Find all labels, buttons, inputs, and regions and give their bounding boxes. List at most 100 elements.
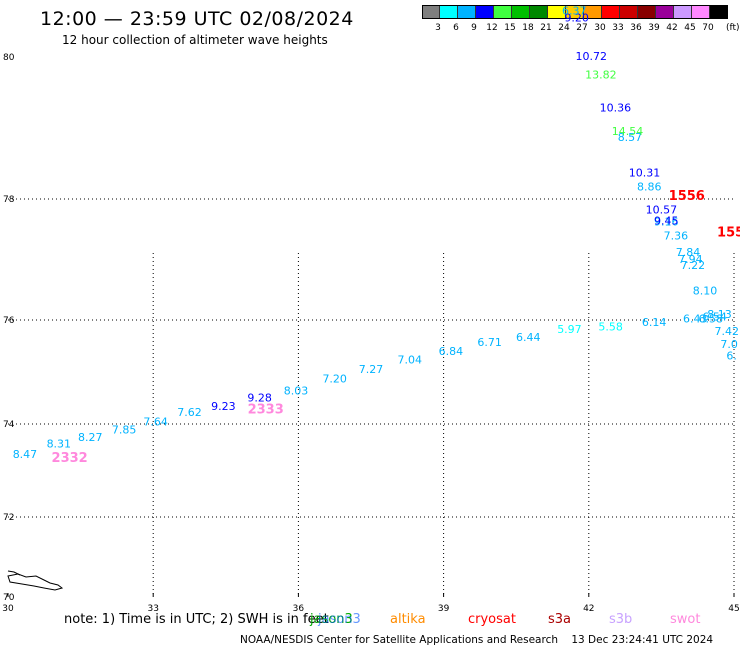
x-tick-label: 36	[293, 604, 305, 614]
y-tick-label: 72	[3, 513, 14, 523]
legend-jason3-green: jason3	[310, 612, 353, 627]
wave-height-value: 14.54	[612, 125, 644, 138]
wave-height-value: 7.36	[664, 230, 689, 243]
x-tick-label: 39	[438, 604, 450, 614]
color-scale-swatch	[476, 5, 494, 19]
wave-height-value: 6.84	[439, 345, 464, 358]
wave-height-value: 6.54	[702, 311, 727, 324]
wave-height-value: 10.36	[600, 102, 632, 115]
pass-time-label: 2333	[248, 403, 284, 418]
wave-height-value: 8.31	[47, 437, 72, 450]
color-scale-label: 30	[594, 23, 606, 33]
x-tick-label: 30	[2, 604, 14, 614]
map-axes: 30 33 36 39 42 45 70 72 74 76 78 80	[2, 53, 739, 614]
legend-cryosat: cryosat	[468, 612, 516, 627]
wave-height-value: 6.58	[699, 313, 724, 326]
wave-height-value: 7.0	[720, 338, 738, 351]
wave-height-value: 7.94	[678, 253, 703, 266]
coastline-fragment	[7, 573, 64, 591]
legend-altika: altika	[390, 612, 426, 627]
wave-height-value: 10.57	[646, 204, 678, 217]
wave-height-value: 9.20	[564, 12, 589, 25]
wave-height-value: 7.27	[359, 363, 384, 376]
figure-title: 12:00 — 23:59 UTC 02/08/2024	[40, 8, 354, 30]
color-scale-label: 18	[522, 23, 534, 33]
wave-height-value: 8.47	[13, 448, 38, 461]
wave-height-value: 8.86	[637, 180, 662, 193]
wave-height-value: 8.27	[78, 431, 103, 444]
wave-height-value: 8.57	[618, 131, 643, 144]
pass-time-label: 2332	[52, 451, 88, 466]
y-tick-label: 80	[3, 53, 15, 63]
note-text: note: 1) Time is in UTC; 2) SWH is in fe…	[64, 612, 329, 627]
wave-height-value: 7.64	[143, 415, 168, 428]
wave-height-value: 7.85	[112, 423, 137, 436]
color-scale-label: 3	[435, 23, 441, 33]
wave-height-value: 6.14	[642, 316, 667, 329]
wave-height-value: 6.	[726, 350, 737, 363]
legend-s3a: s3a	[548, 612, 572, 627]
color-scale-swatch	[548, 5, 566, 19]
color-scale-label: 24	[558, 23, 570, 33]
x-tick-label: 45	[728, 604, 739, 614]
color-scale-swatch	[656, 5, 674, 19]
wave-height-value: 10.31	[629, 166, 661, 179]
color-scale-label: 6	[453, 23, 459, 33]
wave-height-value: 9.45	[654, 214, 679, 227]
color-scale-swatch	[458, 5, 476, 19]
color-scale-swatch	[692, 5, 710, 19]
wave-height-value: 8.03	[284, 384, 309, 397]
color-scale-label: 15	[504, 23, 516, 33]
wave-height-value: 7.62	[177, 406, 202, 419]
color-scale-swatch	[440, 5, 458, 19]
coastline	[7, 570, 64, 591]
pass-time-label: 1556	[669, 189, 705, 204]
color-scale-swatch	[620, 5, 638, 19]
wave-height-value: 7.04	[397, 354, 422, 367]
wave-height-value: 7.42	[714, 325, 739, 338]
pass-time-label: 1555	[717, 226, 740, 241]
wave-height-value: 7.20	[322, 372, 347, 385]
y-tick-label: 78	[3, 195, 15, 205]
legend-s3b: s3b	[609, 612, 633, 627]
observations-layer: 8.47 8.31 8.27 7.85 7.64 7.62 9.23 9.28 8.03 7.20…	[13, 4, 739, 461]
color-scale-swatch	[638, 5, 656, 19]
color-scale-label: 42	[666, 23, 678, 33]
wave-height-value: 7.84	[676, 246, 701, 259]
wave-height-value: 9.28	[247, 392, 272, 405]
wave-height-value: 6.37	[562, 4, 587, 17]
color-scale-label: 9	[471, 23, 477, 33]
color-scale-swatch	[512, 5, 530, 19]
color-scale-unit: (ft)	[726, 23, 740, 33]
color-scale-swatch	[494, 5, 512, 19]
color-scale-label: 27	[576, 23, 588, 33]
y-tick-label: 70	[3, 593, 15, 603]
wave-height-value: 6.71	[477, 336, 502, 349]
color-scale-label: 70	[702, 23, 714, 33]
legend-jason3-blue: jason3	[318, 612, 361, 627]
color-scale-label: 39	[648, 23, 660, 33]
wave-height-value: 8.10	[693, 285, 718, 298]
legend-swot: swot	[670, 612, 701, 627]
wave-height-value: 7.22	[681, 259, 706, 272]
wave-height-value: 10.72	[575, 50, 607, 63]
color-scale-swatch	[530, 5, 548, 19]
y-tick-label: 74	[3, 420, 15, 430]
color-scale-label: 36	[630, 23, 642, 33]
color-scale-label: 45	[684, 23, 696, 33]
color-scale-swatch	[566, 5, 584, 19]
wave-height-value: 5.58	[598, 320, 623, 333]
wave-height-value: 9.23	[211, 400, 236, 413]
wave-height-value: 13.82	[585, 68, 617, 81]
wave-height-value: 9.16	[654, 216, 679, 229]
wave-height-value: 6.43	[683, 313, 708, 326]
figure-subtitle: 12 hour collection of altimeter wave hei…	[62, 33, 328, 47]
x-tick-label: 42	[583, 604, 594, 614]
color-scale-swatch	[422, 5, 440, 19]
x-tick-label: 33	[147, 604, 158, 614]
color-scale-label: 12	[486, 23, 498, 33]
wave-height-value: 5.97	[557, 323, 582, 336]
y-tick-label: 76	[3, 316, 15, 326]
color-scale-swatch	[584, 5, 602, 19]
time-labels-layer: 2332 2333 1556 1555	[52, 189, 740, 466]
